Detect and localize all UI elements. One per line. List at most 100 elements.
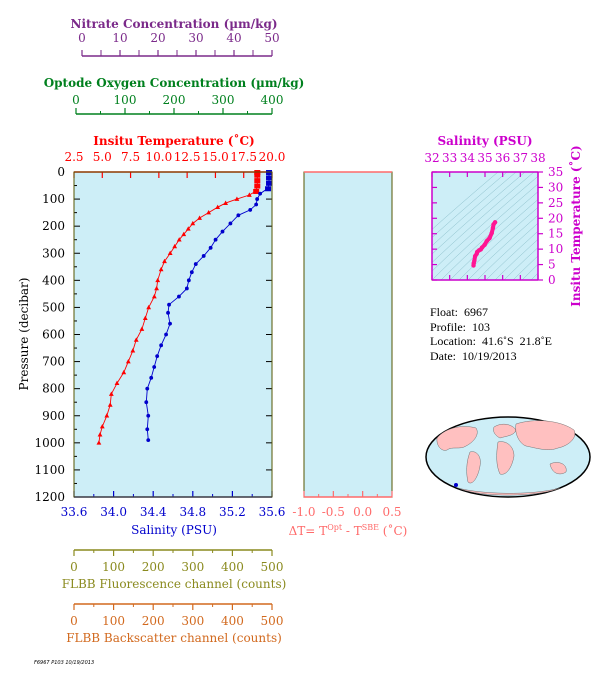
- ts-density-contour: [458, 206, 538, 280]
- pressure-tick-label: 300: [42, 246, 65, 260]
- temperature-point: [139, 326, 145, 331]
- temperature-point: [253, 188, 260, 194]
- temperature-point: [254, 183, 261, 189]
- temperature-point: [158, 266, 164, 272]
- temperature-point: [146, 304, 152, 310]
- ts-point: [489, 230, 494, 236]
- backscatter-tick-label: 500: [261, 614, 284, 628]
- salinity-point: [146, 413, 151, 418]
- salinity-point: [189, 270, 194, 275]
- salinity-point: [258, 191, 263, 196]
- temperature-tick-label: 17.5: [230, 150, 257, 164]
- map-continents: [436, 420, 576, 496]
- profile-panel-background: [74, 172, 272, 497]
- temperature-tick-label: 10.0: [145, 150, 172, 164]
- salinity-point: [145, 386, 150, 391]
- ts-point: [472, 258, 477, 263]
- temperature-point: [96, 440, 102, 445]
- ts-temperature-axis-label: Insitu Temperature (˚C): [568, 145, 583, 306]
- temperature-point: [154, 285, 159, 291]
- float-info: Float: 6967 Profile: 103 Location: 41.6˚…: [430, 305, 552, 363]
- float-number: Float: 6967: [430, 305, 489, 319]
- salinity-tick-label: 33.6: [61, 505, 88, 519]
- temperature-point: [108, 391, 114, 396]
- salinity-point: [167, 302, 171, 307]
- fluorescence-tick-label: 200: [142, 560, 165, 574]
- salinity-tick-label: 34.8: [179, 505, 206, 519]
- oxygen-tick-label: 100: [114, 93, 137, 107]
- temperature-point: [197, 215, 202, 220]
- ts-salinity-axis-label: Salinity (PSU): [437, 134, 532, 148]
- delta-t-tick-label: -1.0: [292, 505, 315, 519]
- ts-salinity-axis: 32 33 34 35 36 37 38: [424, 151, 546, 281]
- ts-temperature-tick-label: 15: [548, 227, 563, 241]
- pressure-tick-label: 800: [42, 382, 65, 396]
- ts-point: [490, 225, 496, 231]
- backscatter-tick-label: 300: [181, 614, 204, 628]
- nitrate-tick-label: 0: [78, 31, 86, 45]
- fluorescence-axis-label: FLBB Fluorescence channel (counts): [62, 577, 287, 591]
- delta-t-tick-label: -0.5: [322, 505, 345, 519]
- ts-panel-background: [432, 172, 538, 280]
- ts-point: [479, 245, 485, 250]
- temperature-point: [246, 192, 252, 197]
- fluorescence-tick-label: 100: [102, 560, 125, 574]
- delta-t-axis: -1.0 -0.5 0.0 0.5: [292, 491, 402, 519]
- temperature-tick-label: 20.0: [259, 150, 286, 164]
- salinity-point: [265, 186, 272, 192]
- pressure-tick-label: 500: [42, 300, 65, 314]
- delta-t-tick-label: 0.0: [353, 505, 372, 519]
- salinity-point: [266, 180, 273, 186]
- fluorescence-tick-label: 0: [70, 560, 78, 574]
- temperature-point: [223, 200, 229, 205]
- salinity-point: [166, 310, 170, 315]
- salinity-axis-label: Salinity (PSU): [131, 523, 217, 537]
- ts-density-contour: [432, 172, 499, 230]
- nitrate-tick-label: 40: [226, 31, 241, 45]
- temperature-point: [155, 277, 161, 283]
- ts-salinity-tick-label: 35: [477, 151, 492, 165]
- ts-density-contour: [503, 247, 538, 280]
- oxygen-tick-label: 300: [212, 93, 235, 107]
- temperature-point: [215, 204, 221, 210]
- ts-density-contour: [432, 172, 508, 238]
- temperature-tick-label: 5.0: [93, 150, 112, 164]
- temperature-point: [107, 402, 113, 407]
- backscatter-axis: 0 100 200 300 400 500: [70, 603, 284, 628]
- ts-series: [471, 220, 498, 268]
- temperature-point: [162, 258, 167, 264]
- nitrate-axis: 0 10 20 30 40 50: [78, 31, 280, 57]
- pressure-tick-label: 600: [42, 328, 65, 342]
- temperature-point: [190, 220, 196, 226]
- delta-t-tick-label: 0.5: [382, 505, 401, 519]
- salinity-tick-label: 35.2: [219, 505, 246, 519]
- oxygen-tick-label: 400: [261, 93, 284, 107]
- temperature-point: [234, 196, 240, 201]
- temperature-point: [130, 348, 136, 353]
- ts-salinity-tick-label: 34: [460, 151, 476, 165]
- ts-salinity-tick-label: 37: [513, 151, 528, 165]
- salinity-tick-label: 34.4: [140, 505, 167, 519]
- salinity-point: [144, 400, 149, 405]
- salinity-point: [220, 229, 225, 234]
- nitrate-tick-label: 20: [150, 31, 165, 45]
- ts-point: [487, 235, 492, 241]
- temperature-tick-label: 15.0: [202, 150, 229, 164]
- backscatter-tick-label: 100: [102, 614, 125, 628]
- salinity-point: [184, 286, 189, 291]
- ts-temperature-tick-label: 20: [548, 211, 563, 225]
- ts-temperature-tick-label: 5: [548, 258, 556, 272]
- salinity-point: [236, 213, 241, 218]
- fluorescence-tick-label: 400: [221, 560, 244, 574]
- backscatter-tick-label: 400: [221, 614, 244, 628]
- salinity-point: [168, 321, 172, 326]
- temperature-tick-label: 12.5: [174, 150, 201, 164]
- salinity-point: [254, 202, 259, 207]
- salinity-point: [164, 332, 168, 337]
- ts-temperature-tick-label: 35: [548, 165, 563, 179]
- ts-temperature-tick-label: 10: [548, 242, 563, 256]
- nitrate-tick-label: 30: [188, 31, 203, 45]
- profile-panel-frame: [73, 171, 273, 498]
- ts-density-contour: [512, 255, 538, 280]
- ts-density-contour: [449, 199, 538, 280]
